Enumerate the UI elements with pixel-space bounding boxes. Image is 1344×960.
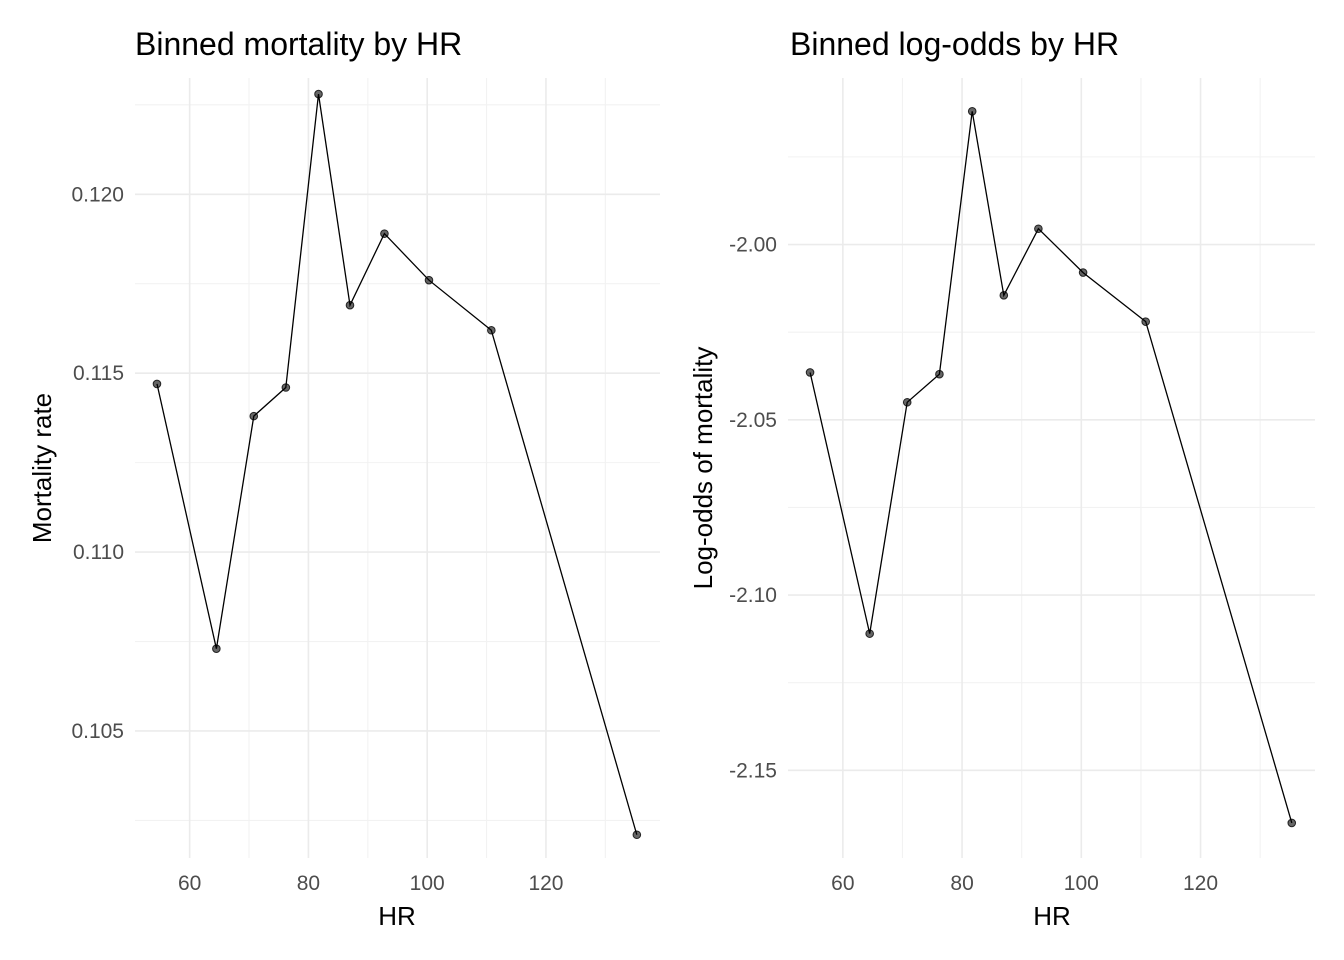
x-tick-label: 60 (178, 872, 201, 895)
data-point (902, 397, 912, 407)
data-point (249, 411, 259, 421)
x-tick-label: 100 (410, 872, 445, 895)
data-point (1078, 268, 1088, 277)
data-point (935, 369, 944, 379)
y-tick-label: -2.15 (729, 759, 777, 782)
grid-mortality (135, 78, 660, 858)
y-tick-label: 0.105 (71, 720, 124, 743)
data-point (345, 300, 355, 310)
x-tick-label: 80 (950, 872, 973, 895)
x-tick-label: 60 (831, 872, 854, 895)
y-axis-title: Mortality rate (27, 393, 57, 543)
data-point (805, 368, 815, 377)
series-mortality (152, 89, 642, 840)
y-tick-label: -2.00 (729, 234, 777, 257)
data-point (865, 629, 874, 638)
tick-labels-log-odds: 60 80 100 120 -2.15 -2.10 -2.05 -2.00 (729, 234, 1218, 895)
chart-mortality: Binned mortality by HR HR Mortality rate… (27, 26, 660, 931)
data-point (1141, 317, 1150, 326)
grid-log-odds (788, 78, 1315, 858)
data-point (281, 383, 291, 392)
y-axis-title: Log-odds of mortality (688, 347, 718, 590)
data-point (1287, 818, 1297, 828)
chart-log-odds: Binned log-odds by HR HR Log-odds of mor… (688, 26, 1315, 931)
data-point (1034, 224, 1043, 234)
series-log-odds (805, 107, 1297, 828)
x-axis-title: HR (1033, 901, 1071, 931)
x-tick-label: 100 (1064, 872, 1099, 895)
tick-labels-mortality: 60 80 100 120 0.105 0.110 0.115 0.120 (71, 183, 563, 895)
y-tick-label: 0.115 (73, 362, 124, 385)
y-tick-label: 0.110 (73, 541, 124, 564)
y-tick-label: 0.120 (71, 183, 124, 206)
x-tick-label: 120 (1183, 872, 1218, 895)
x-tick-label: 120 (528, 872, 563, 895)
y-tick-label: -2.10 (729, 584, 777, 607)
x-tick-label: 80 (297, 872, 320, 895)
data-point (380, 229, 389, 238)
chart-title: Binned log-odds by HR (790, 26, 1119, 62)
data-point (212, 644, 221, 653)
series-line (156, 94, 638, 835)
chart-title: Binned mortality by HR (135, 26, 462, 62)
data-point (424, 275, 434, 285)
data-point (632, 830, 642, 840)
y-tick-label: -2.05 (729, 409, 777, 432)
x-axis-title: HR (378, 901, 416, 931)
series-line (809, 111, 1293, 824)
data-point (314, 89, 323, 99)
data-point (999, 291, 1009, 300)
data-point (967, 107, 977, 116)
data-point (152, 379, 162, 389)
data-point (487, 325, 496, 335)
